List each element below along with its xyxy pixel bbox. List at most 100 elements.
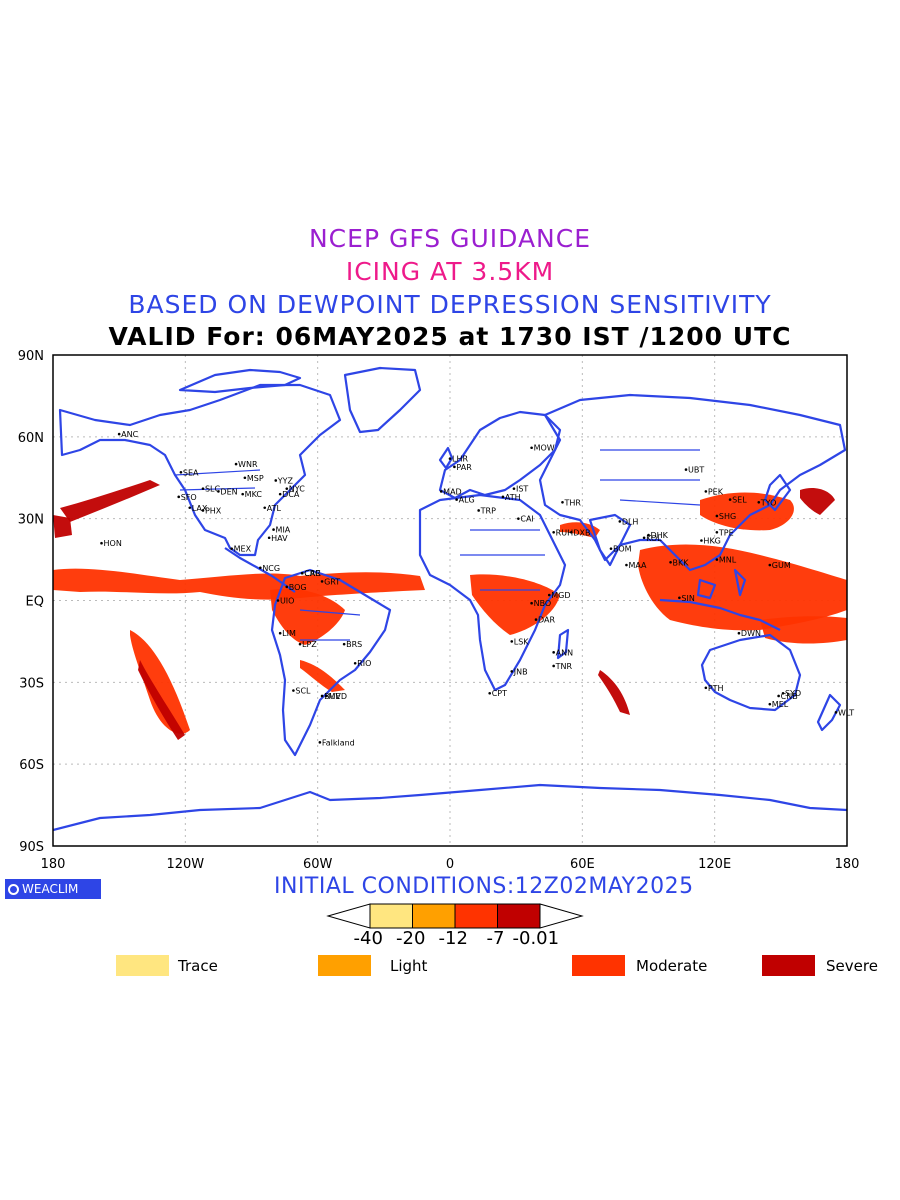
city-label: NYC <box>289 485 305 494</box>
city-marker <box>241 492 244 496</box>
city-label: LSK <box>514 637 530 646</box>
city-label: MNL <box>719 556 737 565</box>
city-label: DWN <box>741 629 761 638</box>
legend-label: Severe <box>826 957 878 975</box>
city-label: SLC <box>205 485 221 494</box>
city-marker <box>272 528 275 531</box>
city-label: MIA <box>276 526 291 535</box>
city-marker <box>777 694 780 698</box>
lat-tick-label: 90N <box>18 349 44 364</box>
color-bar <box>326 903 584 929</box>
greenland-outline <box>343 366 422 434</box>
lon-tick-label: 120W <box>166 857 204 870</box>
country-borders <box>174 449 701 641</box>
city-marker <box>715 514 719 518</box>
lon-tick-label: 0 <box>446 857 454 870</box>
colorbar-tick-label: -20 <box>396 928 426 949</box>
city-marker <box>609 547 613 550</box>
city-label: JNB <box>513 667 528 676</box>
city-marker <box>678 596 681 600</box>
chart-subtitle-method: BASED ON DEWPOINT DEPRESSION SENSITIVITY <box>128 290 772 319</box>
city-marker <box>768 563 772 567</box>
city-label: PHX <box>205 506 222 515</box>
city-marker <box>728 498 732 501</box>
city-marker <box>285 585 289 589</box>
map-frame <box>52 354 848 847</box>
city-label: DCA <box>282 490 300 499</box>
city-label: DAR <box>538 616 555 625</box>
indonesia-islands <box>659 568 781 631</box>
city-label: ATH <box>505 493 521 502</box>
city-marker <box>230 547 233 550</box>
city-marker <box>757 501 761 504</box>
city-marker <box>768 702 772 706</box>
city-label: UIO <box>280 597 295 606</box>
city-marker <box>100 541 103 545</box>
city-label: BRS <box>346 640 362 649</box>
city-marker <box>278 631 282 635</box>
city-marker <box>704 686 708 690</box>
europe-outline <box>438 410 562 500</box>
city-label: MVD <box>328 692 347 701</box>
icing-region <box>138 660 185 740</box>
city-marker <box>534 618 538 621</box>
grid-lines <box>53 355 847 846</box>
city-marker <box>453 465 456 469</box>
africa-outline <box>418 493 567 692</box>
city-marker <box>267 536 271 540</box>
lat-tick-label: 90S <box>19 840 44 855</box>
city-label: PEK <box>708 487 724 496</box>
icing-region <box>700 492 794 531</box>
icing-region <box>270 588 345 645</box>
city-label: SHG <box>719 512 736 521</box>
city-label: SEA <box>183 468 199 477</box>
city-marker <box>530 446 533 450</box>
japan-outline <box>763 473 792 512</box>
city-marker <box>353 661 357 665</box>
icing-region <box>760 616 847 644</box>
icing-region <box>300 660 345 692</box>
colorbar-segment <box>412 903 456 929</box>
city-label: SIN <box>681 594 694 603</box>
city-label: RUH <box>556 528 573 537</box>
icing-region <box>130 630 190 734</box>
lon-tick-label: 180 <box>41 857 66 870</box>
legend-swatch <box>318 955 371 976</box>
city-marker <box>274 479 278 482</box>
city-marker <box>243 476 247 480</box>
colorbar-segment <box>497 903 541 929</box>
city-marker <box>455 498 458 501</box>
city-marker <box>477 509 480 512</box>
city-label: CAI <box>520 515 533 524</box>
south-america-outline <box>270 568 392 757</box>
lon-tick-label: 180 <box>835 857 860 870</box>
city-label: IST <box>516 485 528 494</box>
chart-title: NCEP GFS GUIDANCE <box>308 224 591 253</box>
british-isles <box>438 446 454 470</box>
city-label: SFO <box>181 493 197 502</box>
city-label: SYD <box>785 689 801 698</box>
city-label: PTH <box>708 684 724 693</box>
city-label: MOW <box>534 444 555 453</box>
city-label: SEL <box>732 496 747 505</box>
city-marker <box>700 539 703 542</box>
city-label: CPT <box>492 689 507 698</box>
new-zealand-outline <box>816 693 842 732</box>
asia-outline <box>538 393 847 572</box>
city-marker <box>117 432 121 436</box>
city-marker <box>834 711 838 714</box>
city-marker <box>781 691 785 695</box>
city-label: LPZ <box>302 640 317 649</box>
antarctica-outline <box>53 783 847 832</box>
lon-tick-label: 60W <box>303 857 333 870</box>
canada-islands <box>178 368 302 394</box>
city-label: BUE <box>324 692 340 701</box>
city-marker <box>561 501 564 504</box>
city-label: TRP <box>480 506 496 515</box>
city-marker <box>547 593 551 597</box>
colorbar-right-arrow <box>539 903 584 929</box>
city-label: LAX <box>192 504 208 513</box>
legend-swatch <box>116 955 169 976</box>
colorbar-segment <box>369 903 413 929</box>
city-marker <box>715 531 719 534</box>
